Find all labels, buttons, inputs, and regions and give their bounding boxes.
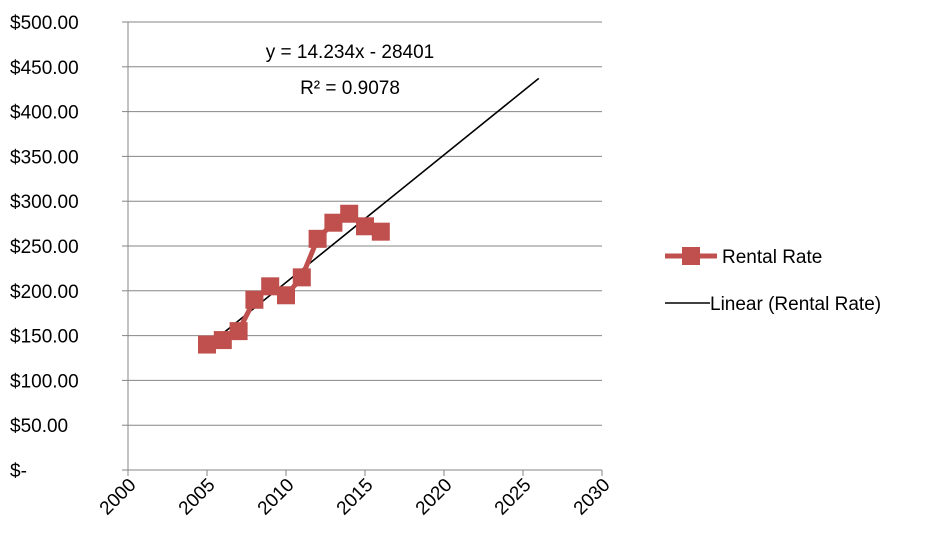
trendline-equation-text: y = 14.234x - 28401	[266, 42, 435, 63]
x-tick-label: 2000	[96, 475, 141, 520]
x-tick-label: 2020	[412, 475, 457, 520]
legend-trendline-label: Linear (Rental Rate)	[710, 294, 881, 315]
legend-series-marker	[682, 247, 700, 265]
data-point-marker	[245, 290, 264, 309]
x-tick-label: 2015	[333, 475, 378, 520]
y-tick-label: $250.00	[10, 237, 79, 258]
y-tick-label: $350.00	[10, 147, 79, 168]
data-point-marker	[261, 277, 280, 296]
y-tick-label: $200.00	[10, 282, 79, 303]
data-point-marker	[324, 213, 343, 232]
y-tick-label: $-	[10, 461, 27, 482]
data-point-marker	[371, 222, 390, 241]
x-tick-label: 2030	[570, 475, 615, 520]
y-tick-label: $100.00	[10, 371, 79, 392]
y-tick-label: $50.00	[10, 416, 68, 437]
x-tick-label: 2025	[491, 475, 536, 520]
y-tick-label: $400.00	[10, 103, 79, 124]
y-tick-label: $150.00	[10, 327, 79, 348]
data-point-marker	[277, 286, 295, 305]
y-tick-label: $300.00	[10, 192, 79, 213]
legend: Rental Rate Linear (Rental Rate)	[665, 247, 881, 315]
y-tick-label: $450.00	[10, 58, 79, 79]
y-axis-ticks: $- $50.00 $100.00 $150.00 $200.00 $250.00 $300…	[10, 13, 128, 482]
data-point-marker	[198, 335, 216, 354]
y-tick-label: $500.00	[10, 13, 79, 34]
data-point-marker	[340, 204, 359, 223]
data-point-marker	[308, 229, 327, 248]
series-group	[198, 204, 390, 354]
trendline-r-squared: R² = 0.9078	[300, 78, 400, 99]
x-axis-ticks: 2000 2005 2010 2015 2020 2025 2030	[96, 470, 615, 519]
x-tick-label: 2010	[254, 475, 299, 520]
data-point-marker	[229, 322, 248, 341]
x-tick-label: 2005	[175, 475, 220, 520]
data-point-marker	[213, 331, 232, 350]
legend-series-label: Rental Rate	[722, 247, 822, 268]
data-point-marker	[356, 217, 374, 236]
trendline-equation: y = 14.234x - 28401 R² = 0.9078	[266, 42, 435, 99]
data-point-marker	[292, 268, 311, 287]
